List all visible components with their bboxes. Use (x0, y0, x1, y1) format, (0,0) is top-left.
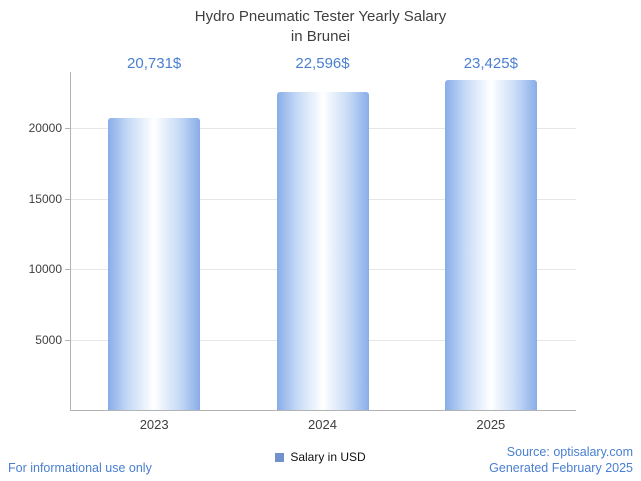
y-tickmark (65, 128, 70, 129)
y-tick-label: 20000 (28, 121, 62, 135)
chart-title-line2: in Brunei (290, 27, 351, 45)
legend-marker-square (275, 452, 285, 462)
y-tick-label: 5000 (35, 333, 62, 347)
legend-label: Salary in USD (290, 450, 366, 464)
bar (444, 80, 537, 410)
x-tick-label: 2024 (308, 417, 337, 432)
y-tickmark (65, 269, 70, 270)
y-tickmark (65, 340, 70, 341)
y-tick-label: 10000 (28, 262, 62, 276)
y-axis-line (70, 72, 71, 411)
value-label: 22,596$ (295, 55, 350, 72)
disclaimer-text: For informational use only (8, 461, 152, 475)
x-tick-label: 2023 (139, 417, 169, 432)
legend: Salary in USD (0, 450, 641, 464)
generated-date: Generated February 2025 (489, 461, 633, 476)
bar (108, 118, 201, 410)
value-label: 23,425$ (463, 55, 518, 72)
x-tick-label: 2025 (476, 417, 506, 432)
bar (276, 92, 369, 410)
source-link[interactable]: Source: optisalary.com (506, 445, 633, 459)
source-info: Source: optisalary.com Generated Februar… (489, 444, 633, 477)
chart-title: Hydro Pneumatic Tester Yearly Salary in … (0, 7, 641, 47)
x-axis-line (70, 410, 576, 411)
y-tickmark (65, 199, 70, 200)
chart-title-line1: Hydro Pneumatic Tester Yearly Salary (194, 8, 447, 25)
y-tick-label: 15000 (28, 192, 62, 206)
value-label: 20,731$ (127, 55, 182, 72)
